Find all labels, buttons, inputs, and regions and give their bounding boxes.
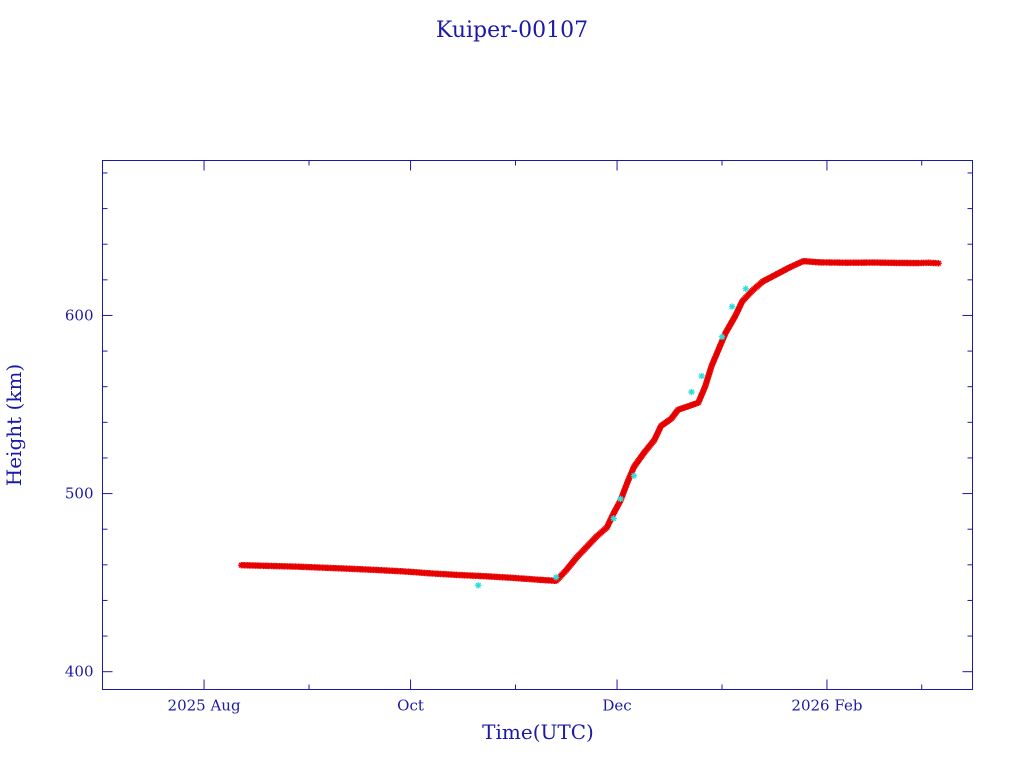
data-point — [718, 333, 726, 341]
y-tick-labels: 400 500 600 — [65, 306, 94, 680]
x-axis-label: Time(UTC) — [482, 720, 594, 744]
y-tick-label: 500 — [65, 485, 94, 503]
data-point — [610, 515, 617, 522]
plot-frame — [102, 160, 973, 690]
data-point — [617, 495, 624, 503]
data-point — [728, 303, 736, 310]
data-point — [552, 574, 560, 581]
x-tick-labels: 2025 Aug Oct Dec 2026 Feb — [168, 697, 863, 715]
data-point — [475, 582, 482, 589]
data-point — [698, 372, 705, 380]
axis-ticks — [102, 160, 973, 690]
series-secondary — [475, 285, 749, 589]
series-main — [238, 257, 942, 585]
y-tick-label: 600 — [65, 306, 94, 324]
x-tick-label: Dec — [602, 697, 631, 715]
y-tick-label: 400 — [65, 663, 94, 681]
y-axis-label: Height (km) — [2, 364, 26, 486]
data-series — [238, 257, 942, 589]
x-tick-label: 2026 Feb — [791, 697, 862, 715]
chart-title: Kuiper-00107 — [436, 18, 588, 43]
data-point — [742, 285, 749, 292]
data-point — [688, 388, 695, 396]
x-tick-label: Oct — [397, 697, 424, 715]
x-tick-label: 2025 Aug — [168, 697, 241, 715]
data-point — [630, 472, 638, 479]
data-point — [935, 260, 942, 267]
